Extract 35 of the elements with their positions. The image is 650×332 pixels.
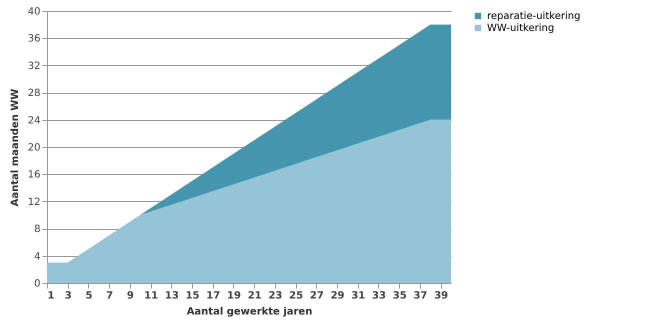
x-tick-label: 31 [351, 290, 366, 302]
y-tick-label: 12 [28, 196, 40, 208]
y-tick-label: 28 [28, 88, 40, 100]
x-tick-label: 23 [268, 290, 282, 302]
y-tick-label: 4 [34, 251, 40, 262]
y-tick-label: 0 [34, 278, 40, 290]
x-tick-label: 25 [289, 290, 304, 302]
legend-label: reparatie-uitkering [487, 11, 580, 22]
x-tick-label: 35 [392, 290, 407, 302]
x-tick-label: 9 [126, 290, 134, 302]
x-tick-label: 5 [85, 290, 92, 302]
x-tick-label: 39 [434, 290, 448, 302]
y-tick-label: 8 [34, 224, 40, 236]
x-tick-label: 7 [106, 290, 114, 302]
x-tick-label: 11 [144, 290, 158, 302]
y-tick-label: 24 [28, 115, 40, 126]
x-tick-label: 33 [372, 290, 386, 302]
y-tick-label: 32 [28, 60, 40, 72]
y-axis-title: Aantal maanden WW [10, 88, 21, 206]
y-tick-label: 36 [28, 34, 40, 45]
x-tick-label: 15 [186, 290, 200, 302]
x-tick-label: 29 [330, 290, 345, 302]
legend-label: WW-uitkering [487, 23, 554, 34]
x-tick-label: 17 [206, 290, 220, 302]
y-tick-label: 20 [28, 142, 40, 154]
x-tick-label: 3 [64, 290, 72, 302]
y-tick-label: 16 [28, 170, 40, 181]
x-tick-label: 13 [164, 290, 179, 302]
x-tick-label: 1 [48, 290, 54, 302]
x-axis-title: Aantal gewerkte jaren [186, 306, 312, 318]
x-tick-label: 37 [413, 290, 428, 302]
y-tick-label: 40 [28, 6, 40, 18]
x-tick-label: 27 [310, 290, 324, 302]
x-tick-label: 21 [248, 290, 262, 302]
x-tick-label: 19 [227, 290, 241, 302]
